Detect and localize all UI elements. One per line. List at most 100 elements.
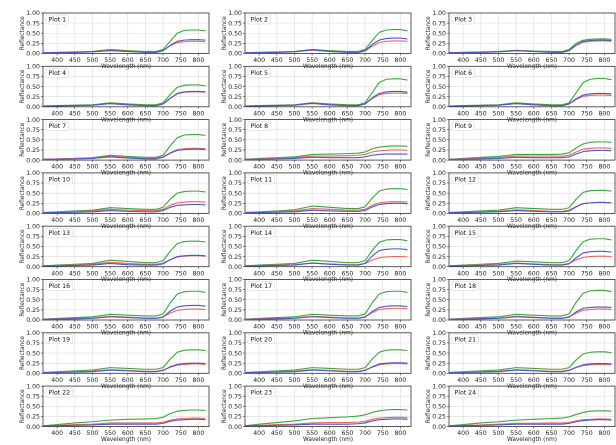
y-tick-label: 1.00 (228, 64, 242, 71)
series-line-blue (245, 153, 408, 160)
subplot-title: Plot 24 (455, 390, 477, 397)
y-axis-label: Reflectance (222, 69, 228, 103)
x-axis-label: Wavelength (nm) (303, 277, 353, 283)
x-tick-label: 450 (271, 270, 283, 277)
series-line-blue (449, 250, 612, 267)
x-tick-label: 750 (581, 270, 593, 277)
x-axis-label: Wavelength (nm) (507, 224, 557, 230)
y-axis-label: Reflectance (20, 282, 26, 316)
x-tick-label: 650 (546, 270, 558, 277)
subplot-12: 0.00 0.25 0.50 0.75 1.00 400 450 500 550 600 650 70… (426, 170, 616, 230)
subplot-9: 0.00 0.25 0.50 0.75 1.00 400 450 500 550 600 650 70… (426, 117, 616, 177)
x-tick-label: 500 (289, 57, 301, 64)
subplot-title: Plot 4 (49, 70, 67, 77)
x-tick-label: 800 (598, 430, 610, 437)
y-tick-label: 1.00 (432, 170, 446, 177)
subplot-7: 0.00 0.25 0.50 0.75 1.00 400 450 500 550 600 650 70… (20, 117, 210, 177)
x-tick-label: 700 (359, 217, 371, 224)
x-tick-label: 400 (51, 164, 63, 171)
x-tick-label: 700 (563, 110, 575, 117)
x-tick-label: 550 (510, 430, 522, 437)
x-tick-label: 750 (377, 164, 389, 171)
x-axis-label: Wavelength (nm) (303, 437, 353, 443)
x-tick-label: 550 (104, 57, 116, 64)
y-axis-label: Reflectance (426, 229, 432, 263)
x-tick-label: 650 (546, 110, 558, 117)
y-tick-label: 0.50 (432, 30, 446, 37)
x-tick-label: 750 (175, 270, 187, 277)
y-tick-label: 0.75 (26, 180, 40, 187)
x-tick-label: 800 (192, 377, 204, 384)
x-tick-label: 750 (175, 430, 187, 437)
x-tick-label: 750 (581, 57, 593, 64)
x-tick-label: 650 (140, 164, 152, 171)
series-line-green (244, 290, 408, 320)
y-tick-label: 0.25 (26, 94, 40, 101)
x-tick-label: 550 (510, 270, 522, 277)
x-tick-label: 700 (563, 164, 575, 171)
x-tick-label: 450 (475, 270, 487, 277)
y-tick-label: 0.75 (228, 287, 242, 294)
series-line-blue (43, 148, 206, 160)
x-axis-label: Wavelength (nm) (303, 331, 353, 337)
x-tick-label: 800 (598, 164, 610, 171)
series-line-blue (245, 418, 408, 427)
subplot-title: Plot 8 (251, 123, 269, 130)
x-tick-label: 500 (289, 377, 301, 384)
y-tick-label: 0.25 (26, 147, 40, 154)
subplot-title: Plot 17 (251, 283, 273, 290)
series-line-red (244, 149, 408, 160)
y-tick-label: 0.50 (432, 404, 446, 411)
y-tick-label: 1.00 (228, 170, 242, 177)
y-tick-label: 0.00 (26, 157, 40, 164)
series-line-green (448, 410, 612, 427)
x-tick-label: 700 (157, 164, 169, 171)
x-axis-label: Wavelength (nm) (507, 117, 557, 123)
y-axis-label: Reflectance (222, 176, 228, 210)
subplot-title: Plot 18 (455, 283, 477, 290)
x-tick-label: 800 (192, 57, 204, 64)
x-tick-label: 550 (510, 217, 522, 224)
y-tick-label: 0.50 (432, 190, 446, 197)
subplot-19: 0.00 0.25 0.50 0.75 1.00 400 450 500 550 600 650 70… (20, 330, 210, 390)
series-line-blue (43, 203, 206, 214)
y-tick-label: 0.50 (228, 137, 242, 144)
y-tick-label: 0.00 (26, 51, 40, 58)
title-box (45, 174, 73, 185)
subplot-6: 0.00 0.25 0.50 0.75 1.00 400 450 500 550 600 650 70… (426, 64, 616, 123)
y-axis-label: Reflectance (222, 389, 228, 423)
series-line-green (244, 239, 408, 267)
x-tick-label: 750 (377, 324, 389, 331)
y-tick-label: 0.25 (432, 414, 446, 421)
x-tick-label: 500 (87, 324, 99, 331)
series-line-blue (245, 248, 408, 267)
series-line-red (244, 201, 408, 214)
x-tick-label: 700 (157, 430, 169, 437)
subplot-17: 0.00 0.25 0.50 0.75 1.00 400 450 500 550 600 650 70… (222, 277, 412, 337)
x-tick-label: 750 (175, 217, 187, 224)
series-line-green (42, 190, 206, 214)
title-box (45, 387, 73, 398)
x-tick-label: 650 (342, 57, 354, 64)
x-tick-label: 400 (51, 270, 63, 277)
y-tick-label: 0.00 (26, 424, 40, 431)
y-tick-label: 0.00 (432, 104, 446, 111)
x-tick-label: 400 (51, 430, 63, 437)
y-tick-label: 0.00 (228, 317, 242, 324)
y-tick-label: 0.75 (228, 393, 242, 400)
x-tick-label: 500 (87, 110, 99, 117)
x-tick-label: 400 (253, 110, 265, 117)
x-tick-label: 600 (528, 324, 540, 331)
y-tick-label: 0.00 (432, 424, 446, 431)
x-tick-label: 650 (140, 110, 152, 117)
title-box (45, 68, 69, 78)
x-tick-label: 550 (104, 324, 116, 331)
x-tick-label: 550 (510, 57, 522, 64)
y-tick-label: 0.50 (228, 30, 242, 37)
x-tick-label: 750 (377, 110, 389, 117)
y-tick-label: 1.00 (432, 330, 446, 337)
x-tick-label: 650 (546, 430, 558, 437)
subplot-title: Plot 6 (455, 70, 473, 77)
series-line-green (448, 289, 612, 320)
x-tick-label: 500 (87, 217, 99, 224)
